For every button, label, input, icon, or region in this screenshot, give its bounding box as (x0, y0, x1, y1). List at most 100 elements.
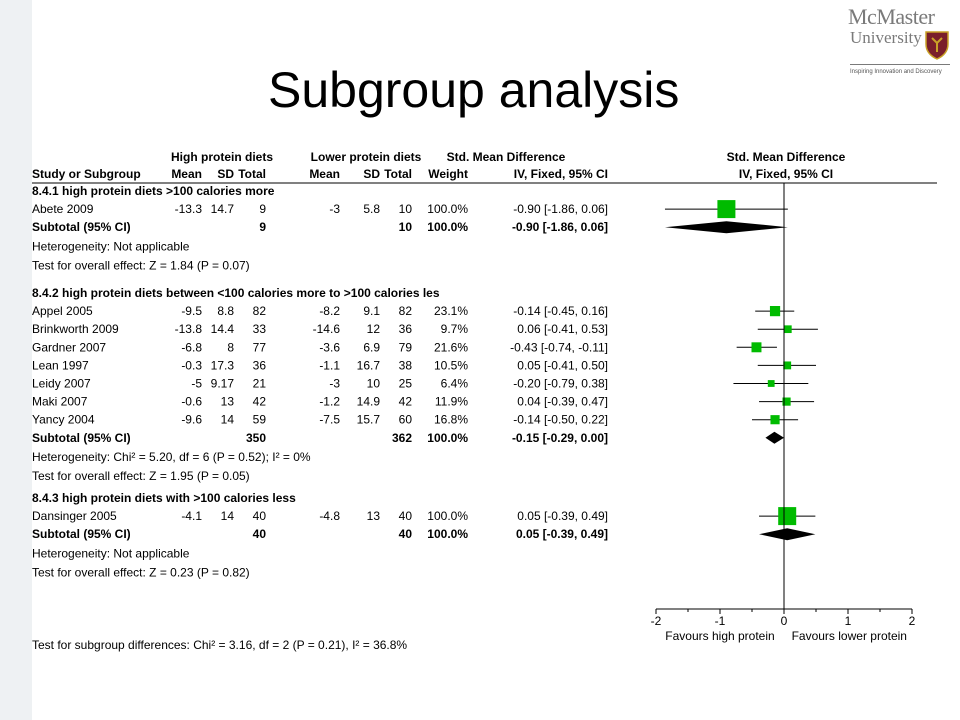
study-total-1: 82 (253, 304, 267, 318)
study-total-1: 40 (253, 509, 267, 523)
subtotal-total-2: 362 (392, 431, 412, 445)
study-ci-text: 0.04 [-0.39, 0.47] (517, 395, 608, 409)
study-total-2: 10 (399, 202, 413, 216)
subtotal-total-2: 10 (399, 220, 413, 234)
header-mean-1: Mean (171, 167, 202, 181)
study-name: Dansinger 2005 (32, 509, 117, 523)
study-mean-1: -9.6 (181, 413, 202, 427)
x-tick-label: 2 (909, 614, 916, 628)
group-title: 8.4.3 high protein diets with >100 calor… (32, 491, 296, 505)
study-total-1: 59 (253, 413, 267, 427)
study-total-2: 40 (399, 509, 413, 523)
study-mean-1: -6.8 (181, 340, 202, 354)
subtotal-weight: 100.0% (427, 220, 468, 234)
study-name: Appel 2005 (32, 304, 93, 318)
logo-line-1: McMaster (848, 4, 935, 29)
study-total-2: 82 (399, 304, 413, 318)
subtotal-label: Subtotal (95% CI) (32, 527, 131, 541)
study-weight: 21.6% (434, 340, 468, 354)
study-mean-1: -0.6 (181, 395, 202, 409)
study-total-2: 25 (399, 377, 413, 391)
group-title: 8.4.1 high protein diets >100 calories m… (32, 184, 275, 198)
header-total-2: Total (384, 167, 412, 181)
x-tick-label: -1 (715, 614, 726, 628)
header-effect-title: Std. Mean Difference (447, 150, 566, 164)
x-tick-label: -2 (651, 614, 662, 628)
header-group-2: Lower protein diets (311, 150, 422, 164)
study-sd-2: 9.1 (363, 304, 380, 318)
study-point (770, 415, 780, 425)
overall-effect-text: Test for overall effect: Z = 1.84 (P = 0… (32, 258, 250, 272)
overall-effect-text: Test for overall effect: Z = 0.23 (P = 0… (32, 565, 250, 579)
study-point (778, 507, 797, 526)
logo-line-2: University (850, 28, 922, 47)
subtotal-diamond (664, 221, 788, 234)
subtotal-total-2: 40 (399, 527, 413, 541)
study-point (769, 305, 781, 317)
study-point (717, 200, 736, 219)
header-group-1: High protein diets (171, 150, 273, 164)
forest-plot: High protein diets Lower protein diets Std… (32, 150, 937, 652)
study-total-1: 77 (253, 340, 267, 354)
study-weight: 6.4% (441, 377, 469, 391)
study-mean-1: -9.5 (181, 304, 202, 318)
study-sd-1: 14 (221, 509, 235, 523)
x-tick-label: 1 (845, 614, 852, 628)
header-effect-method: IV, Fixed, 95% CI (514, 167, 608, 181)
study-sd-2: 10 (367, 377, 381, 391)
study-sd-1: 8.8 (217, 304, 234, 318)
study-total-2: 42 (399, 395, 413, 409)
study-mean-1: -4.1 (181, 509, 202, 523)
side-bar (0, 0, 32, 720)
study-mean-2: -3 (329, 202, 340, 216)
study-sd-2: 16.7 (357, 358, 381, 372)
study-mean-2: -3 (329, 377, 340, 391)
study-total-1: 21 (253, 377, 267, 391)
logo-rule (850, 64, 950, 65)
study-mean-1: -5 (191, 377, 202, 391)
study-weight: 16.8% (434, 413, 468, 427)
study-sd-1: 17.3 (211, 358, 235, 372)
heterogeneity-text: Heterogeneity: Chi² = 5.20, df = 6 (P = … (32, 450, 311, 464)
subtotal-total-1: 40 (253, 527, 267, 541)
header-study: Study or Subgroup (32, 167, 141, 181)
study-mean-2: -1.2 (319, 395, 340, 409)
header-plot-title: Std. Mean Difference (727, 150, 846, 164)
header-weight: Weight (428, 167, 468, 181)
study-weight: 100.0% (427, 202, 468, 216)
study-total-1: 9 (259, 202, 266, 216)
study-weight: 23.1% (434, 304, 468, 318)
heterogeneity-text: Heterogeneity: Not applicable (32, 239, 190, 253)
overall-effect-text: Test for overall effect: Z = 1.95 (P = 0… (32, 469, 250, 483)
study-mean-2: -1.1 (319, 358, 340, 372)
study-name: Maki 2007 (32, 395, 88, 409)
study-ci-text: 0.05 [-0.41, 0.50] (517, 358, 608, 372)
study-total-1: 33 (253, 322, 267, 336)
subtotal-label: Subtotal (95% CI) (32, 220, 131, 234)
favours-left-label: Favours high protein (665, 629, 774, 643)
study-total-1: 42 (253, 395, 267, 409)
study-name: Abete 2009 (32, 202, 94, 216)
study-ci-text: -0.90 [-1.86, 0.06] (513, 202, 608, 216)
header-sd-2: SD (363, 167, 380, 181)
study-weight: 11.9% (435, 395, 468, 409)
university-logo: McMaster University Inspiring Innovation… (848, 4, 952, 80)
subtotal-label: Subtotal (95% CI) (32, 431, 131, 445)
study-ci-text: 0.05 [-0.39, 0.49] (517, 509, 608, 523)
study-point (751, 342, 762, 353)
study-mean-2: -4.8 (319, 509, 340, 523)
study-sd-1: 9.17 (211, 377, 235, 391)
slide-title: Subgroup analysis (268, 62, 680, 118)
study-sd-2: 5.8 (363, 202, 380, 216)
study-weight: 9.7% (441, 322, 469, 336)
study-total-2: 36 (399, 322, 413, 336)
study-total-2: 79 (399, 340, 413, 354)
study-sd-2: 13 (367, 509, 381, 523)
header-sd-1: SD (217, 167, 234, 181)
study-mean-2: -8.2 (319, 304, 340, 318)
study-ci-text: -0.14 [-0.50, 0.22] (513, 413, 608, 427)
study-mean-2: -14.6 (313, 322, 341, 336)
study-name: Yancy 2004 (32, 413, 95, 427)
header-total-1: Total (238, 167, 266, 181)
study-sd-1: 14.4 (211, 322, 235, 336)
